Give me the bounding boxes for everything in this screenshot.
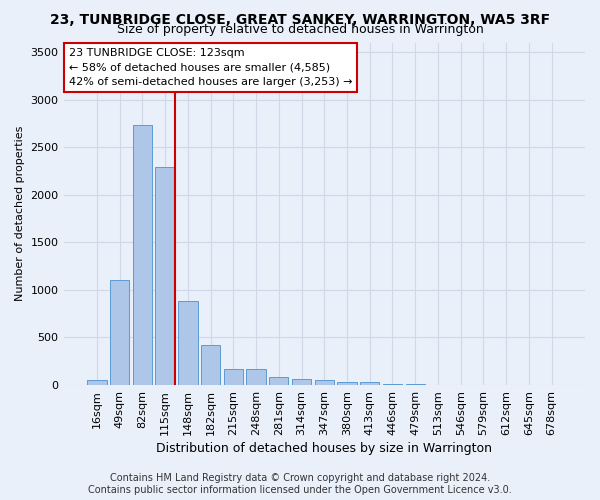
Bar xyxy=(178,302,197,385)
Bar xyxy=(360,382,379,385)
Bar xyxy=(155,167,175,385)
Bar xyxy=(133,126,152,385)
Bar xyxy=(406,384,425,385)
Bar xyxy=(269,376,289,385)
Text: 23 TUNBRIDGE CLOSE: 123sqm
← 58% of detached houses are smaller (4,585)
42% of s: 23 TUNBRIDGE CLOSE: 123sqm ← 58% of deta… xyxy=(69,48,352,87)
Bar xyxy=(383,384,402,385)
Bar xyxy=(201,344,220,385)
Bar xyxy=(110,280,130,385)
Bar xyxy=(292,380,311,385)
X-axis label: Distribution of detached houses by size in Warrington: Distribution of detached houses by size … xyxy=(156,442,492,455)
Bar xyxy=(87,380,107,385)
Text: Size of property relative to detached houses in Warrington: Size of property relative to detached ho… xyxy=(116,22,484,36)
Bar xyxy=(337,382,356,385)
Y-axis label: Number of detached properties: Number of detached properties xyxy=(15,126,25,302)
Text: Contains HM Land Registry data © Crown copyright and database right 2024.
Contai: Contains HM Land Registry data © Crown c… xyxy=(88,474,512,495)
Text: 23, TUNBRIDGE CLOSE, GREAT SANKEY, WARRINGTON, WA5 3RF: 23, TUNBRIDGE CLOSE, GREAT SANKEY, WARRI… xyxy=(50,12,550,26)
Bar xyxy=(314,380,334,385)
Bar xyxy=(224,369,243,385)
Bar xyxy=(247,370,266,385)
